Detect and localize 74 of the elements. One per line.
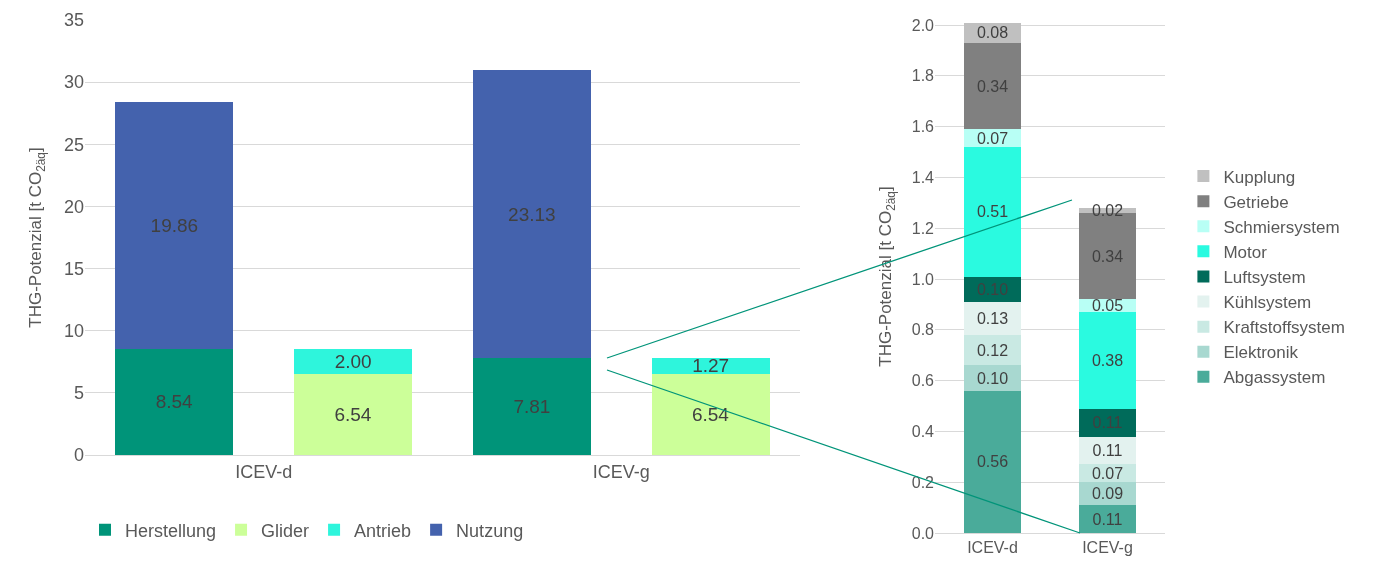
legend-label: Motor xyxy=(1223,242,1268,262)
data-label: 0.05 xyxy=(1091,297,1124,315)
data-label: 7.81 xyxy=(513,395,551,417)
data-label: 0.07 xyxy=(1091,464,1124,482)
y-tick-label: 1.0 xyxy=(911,270,935,288)
bar xyxy=(115,348,234,455)
bar xyxy=(472,357,591,455)
data-label: 0.34 xyxy=(976,77,1009,95)
bar xyxy=(472,70,591,358)
data-label: 1.27 xyxy=(692,355,730,377)
data-label: 0.51 xyxy=(976,203,1009,221)
y-tick-label: 0.0 xyxy=(911,524,935,542)
bar xyxy=(294,373,413,455)
x-tick-label: ICEV-g xyxy=(592,461,650,482)
data-label: 0.11 xyxy=(1092,441,1123,459)
legend-label: Herstellung xyxy=(125,520,217,541)
data-label: 0.07 xyxy=(976,129,1009,147)
y-tick-label: 2.0 xyxy=(911,16,935,34)
legend-label: Getriebe xyxy=(1223,192,1289,212)
y-tick-label: 0.8 xyxy=(911,321,935,339)
data-label: 8.54 xyxy=(155,391,194,413)
x-tick-label: ICEV-g xyxy=(1082,539,1133,557)
y-tick-label: 25 xyxy=(63,134,84,155)
y-tick-label: 0.4 xyxy=(911,423,935,441)
y-tick-label: 5 xyxy=(73,383,84,404)
bar xyxy=(963,42,1022,130)
legend-label: Elektronik xyxy=(1223,343,1299,363)
bar xyxy=(651,373,770,455)
data-label: 0.34 xyxy=(1091,247,1124,265)
data-label: 0.13 xyxy=(976,309,1009,327)
data-label: 19.86 xyxy=(150,214,199,236)
legend-label: Luftsystem xyxy=(1223,268,1306,288)
data-label: 0.08 xyxy=(976,24,1009,42)
legend-label: Kraftstoffsystem xyxy=(1223,318,1345,338)
y-tick-label: 1.8 xyxy=(911,67,935,85)
bar xyxy=(963,390,1022,533)
data-label: 0.09 xyxy=(1091,485,1124,503)
data-label: 0.10 xyxy=(976,369,1009,387)
x-tick-label: ICEV-d xyxy=(967,539,1018,557)
bar xyxy=(963,146,1022,277)
data-label: 0.38 xyxy=(1091,351,1124,369)
legend-label: Abgassystem xyxy=(1223,368,1326,388)
y-tick-label: 0.6 xyxy=(911,372,935,390)
legend-label: Schmiersystem xyxy=(1223,217,1340,237)
y-tick-label: 0.2 xyxy=(911,473,935,491)
bar xyxy=(294,348,413,374)
bar xyxy=(651,357,770,374)
data-label: 0.56 xyxy=(976,453,1009,471)
bar xyxy=(1078,312,1137,409)
data-label: 0.02 xyxy=(1091,201,1124,219)
data-label: 2.00 xyxy=(334,350,372,372)
data-label: 6.54 xyxy=(691,403,730,425)
data-label: 0.10 xyxy=(976,280,1009,298)
x-tick-label: ICEV-d xyxy=(235,461,293,482)
y-tick-label: 30 xyxy=(63,72,84,93)
y-tick-label: 15 xyxy=(63,258,84,279)
data-label: 23.13 xyxy=(508,203,556,225)
y-tick-label: 10 xyxy=(63,321,84,342)
data-label: 0.11 xyxy=(1092,510,1123,528)
y-tick-label: 20 xyxy=(63,196,84,217)
legend-label: Antrieb xyxy=(354,520,412,541)
legend-label: Kühlsystem xyxy=(1223,293,1312,313)
y-tick-label: 1.2 xyxy=(911,219,935,237)
data-label: 0.11 xyxy=(1092,414,1123,432)
legend-label: Kupplung xyxy=(1223,167,1296,187)
legend-label: Nutzung xyxy=(456,520,524,541)
data-label: 6.54 xyxy=(334,403,372,425)
data-label: 0.12 xyxy=(976,341,1009,359)
y-tick-label: 0 xyxy=(73,445,84,466)
y-tick-label: 1.6 xyxy=(911,118,935,136)
y-tick-label: 1.4 xyxy=(911,169,935,187)
bar xyxy=(115,102,234,349)
legend-label: Glider xyxy=(261,520,310,541)
y-tick-label: 35 xyxy=(63,10,84,31)
